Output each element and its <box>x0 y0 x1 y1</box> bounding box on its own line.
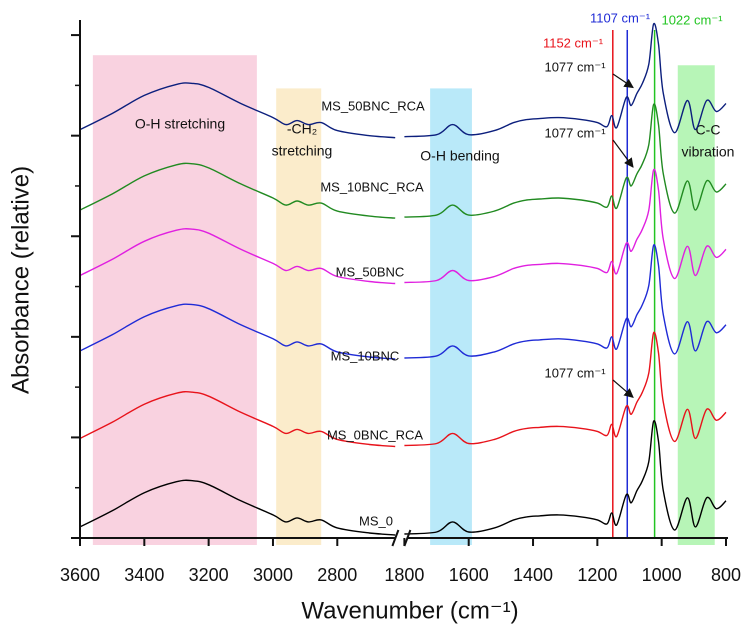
reference-label: 1152 cm⁻¹ <box>543 35 604 50</box>
annotation-label: 1077 cm⁻¹ <box>544 125 606 140</box>
x-tick-label: 3600 <box>60 565 100 585</box>
region-label: stretching <box>272 143 333 159</box>
annotation-arrow <box>612 73 634 89</box>
annotation-arrow <box>612 139 634 168</box>
series-label: MS_0 <box>359 513 393 528</box>
region-label: C-C <box>696 122 721 138</box>
x-tick-label: 3000 <box>253 565 293 585</box>
region-band <box>430 88 472 545</box>
x-tick-label: 3400 <box>124 565 164 585</box>
spectrum-line <box>79 331 727 448</box>
series-label: MS_10BNC_RCA <box>320 179 424 194</box>
spectrum-line <box>79 420 727 536</box>
x-tick-label: 1600 <box>449 565 489 585</box>
x-tick-label: 800 <box>711 565 741 585</box>
series-label: MS_50BNC_RCA <box>321 98 425 113</box>
x-tick-label: 1000 <box>642 565 682 585</box>
x-axis-title: Wavenumber (cm⁻¹) <box>301 597 518 624</box>
spectrum-line <box>79 168 727 285</box>
annotation-label: 1077 cm⁻¹ <box>544 59 606 74</box>
series-label: MS_0BNC_RCA <box>327 427 423 442</box>
x-tick-label: 1200 <box>577 565 617 585</box>
regions <box>92 55 715 545</box>
series-label: MS_10BNC <box>331 348 400 363</box>
x-tick-label: 1400 <box>513 565 553 585</box>
annotation-arrow <box>612 379 634 398</box>
region-label: vibration <box>682 144 735 160</box>
reference-label: 1107 cm⁻¹ <box>590 10 651 25</box>
region-label: O-H bending <box>420 148 499 164</box>
region-band <box>92 55 257 545</box>
spectrum-line <box>79 244 727 360</box>
y-axis-title: Absorbance (relative) <box>7 166 34 394</box>
x-tick-label: 2800 <box>317 565 357 585</box>
x-tick-label: 3200 <box>189 565 229 585</box>
series-label: MS_50BNC <box>336 264 405 279</box>
region-band <box>677 65 715 545</box>
axis-break <box>391 529 412 547</box>
annotation-label: 1077 cm⁻¹ <box>544 365 606 380</box>
region-label: O-H stretching <box>135 116 225 132</box>
spectrum-line <box>79 22 727 139</box>
region-band <box>276 88 322 545</box>
spectrum-line <box>79 103 727 219</box>
x-tick-label: 1800 <box>384 565 424 585</box>
reference-label: 1022 cm⁻¹ <box>661 12 723 27</box>
